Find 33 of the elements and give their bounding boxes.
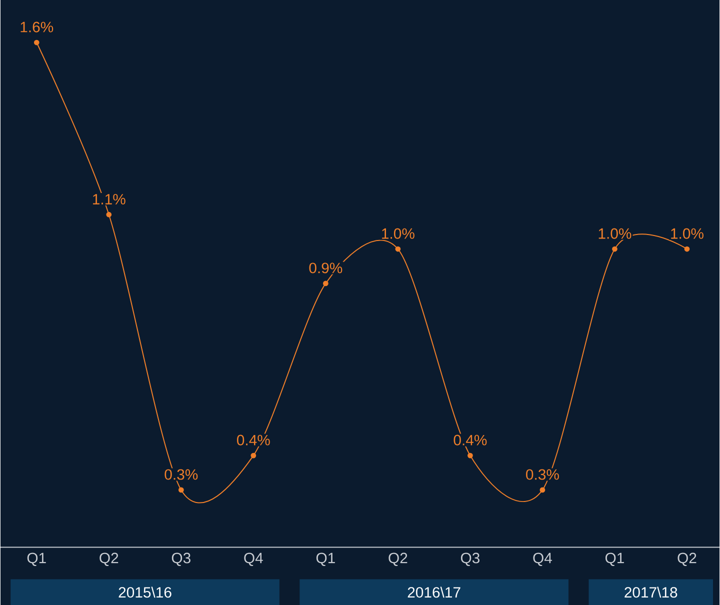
x-tick-label: Q4 bbox=[533, 552, 552, 566]
data-label: 0.3% bbox=[526, 469, 559, 480]
x-tick-label: Q3 bbox=[460, 552, 480, 566]
data-label: 0.4% bbox=[236, 434, 270, 446]
x-tick-label: Q2 bbox=[388, 552, 408, 566]
point bbox=[34, 40, 40, 46]
data-label: 1.0% bbox=[671, 228, 704, 239]
x-tick-label: Q4 bbox=[244, 552, 263, 566]
text: 2015\16 bbox=[118, 586, 172, 598]
data-label: 1.0% bbox=[382, 228, 414, 239]
point bbox=[612, 246, 618, 252]
x-tick-label: Q1 bbox=[605, 552, 624, 566]
x-tick-label: Q1 bbox=[316, 552, 335, 566]
data-label: 0.9% bbox=[309, 262, 342, 274]
data-label: 0.3% bbox=[164, 469, 198, 480]
x-tick-label: Q2 bbox=[678, 552, 696, 566]
point bbox=[684, 246, 690, 252]
data-label: 0.4% bbox=[454, 434, 487, 446]
point bbox=[178, 487, 184, 493]
text: 2016\17 bbox=[408, 586, 460, 598]
point bbox=[468, 452, 473, 458]
data-label: 1.1% bbox=[93, 194, 126, 204]
text: 2017\18 bbox=[624, 586, 678, 598]
data-label: 1.0% bbox=[598, 228, 632, 239]
point bbox=[322, 280, 328, 286]
data-label: 1.6% bbox=[20, 22, 54, 32]
point bbox=[250, 452, 256, 458]
point bbox=[106, 212, 112, 218]
x-tick-label: Q1 bbox=[27, 552, 46, 566]
x-tick-label: Q3 bbox=[172, 552, 190, 566]
point bbox=[540, 487, 546, 493]
x-tick-label: Q2 bbox=[100, 552, 118, 566]
point bbox=[395, 246, 401, 252]
